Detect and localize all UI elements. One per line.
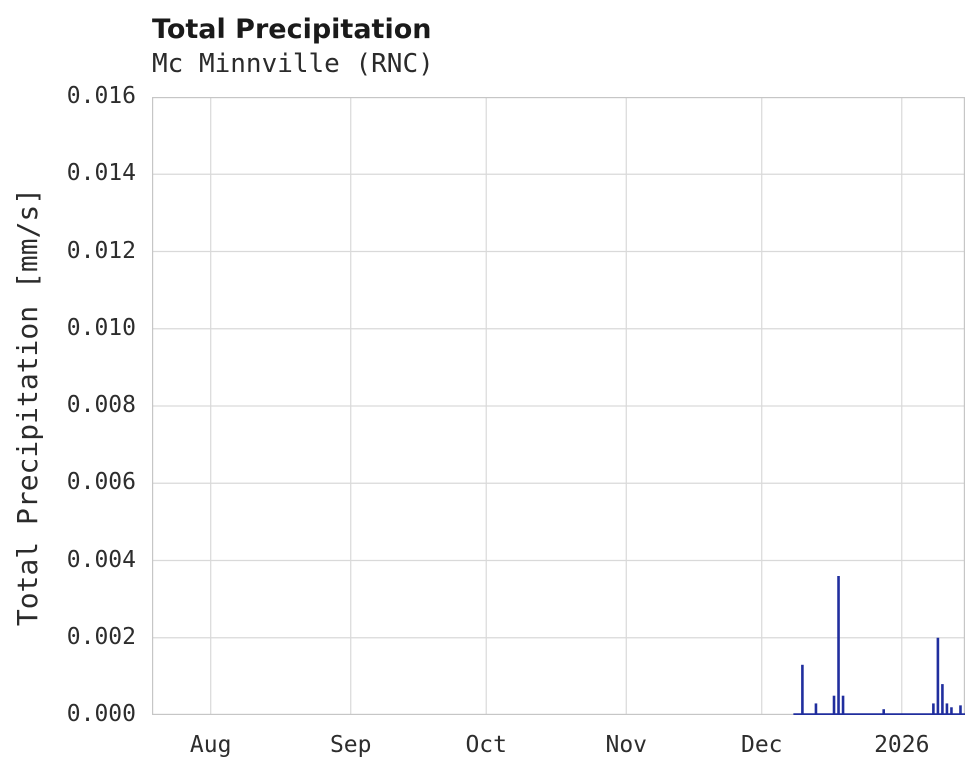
chart-title: Total Precipitation — [152, 14, 432, 45]
y-tick-label: 0.014 — [66, 160, 136, 187]
y-tick-label: 0.012 — [66, 237, 136, 264]
plot-border — [152, 97, 965, 715]
y-tick-label: 0.004 — [66, 546, 136, 573]
x-tick-label: Nov — [605, 732, 648, 758]
plot-area — [152, 97, 965, 715]
y-tick-label: 0.010 — [66, 314, 136, 341]
x-tick-label: Sep — [329, 732, 372, 758]
chart-subtitle: Mc Minnville (RNC) — [152, 49, 434, 79]
x-tick-label: Dec — [740, 732, 783, 758]
x-tick-label: Oct — [465, 732, 507, 758]
x-tick-label: 2026 — [874, 732, 930, 758]
y-tick-label: 0.006 — [66, 469, 136, 496]
y-tick-label: 0.008 — [66, 392, 136, 418]
y-tick-label: 0.016 — [66, 83, 136, 109]
y-tick-label: 0.000 — [66, 701, 136, 727]
x-tick-label: Aug — [189, 732, 232, 758]
y-tick-label: 0.002 — [66, 623, 136, 650]
